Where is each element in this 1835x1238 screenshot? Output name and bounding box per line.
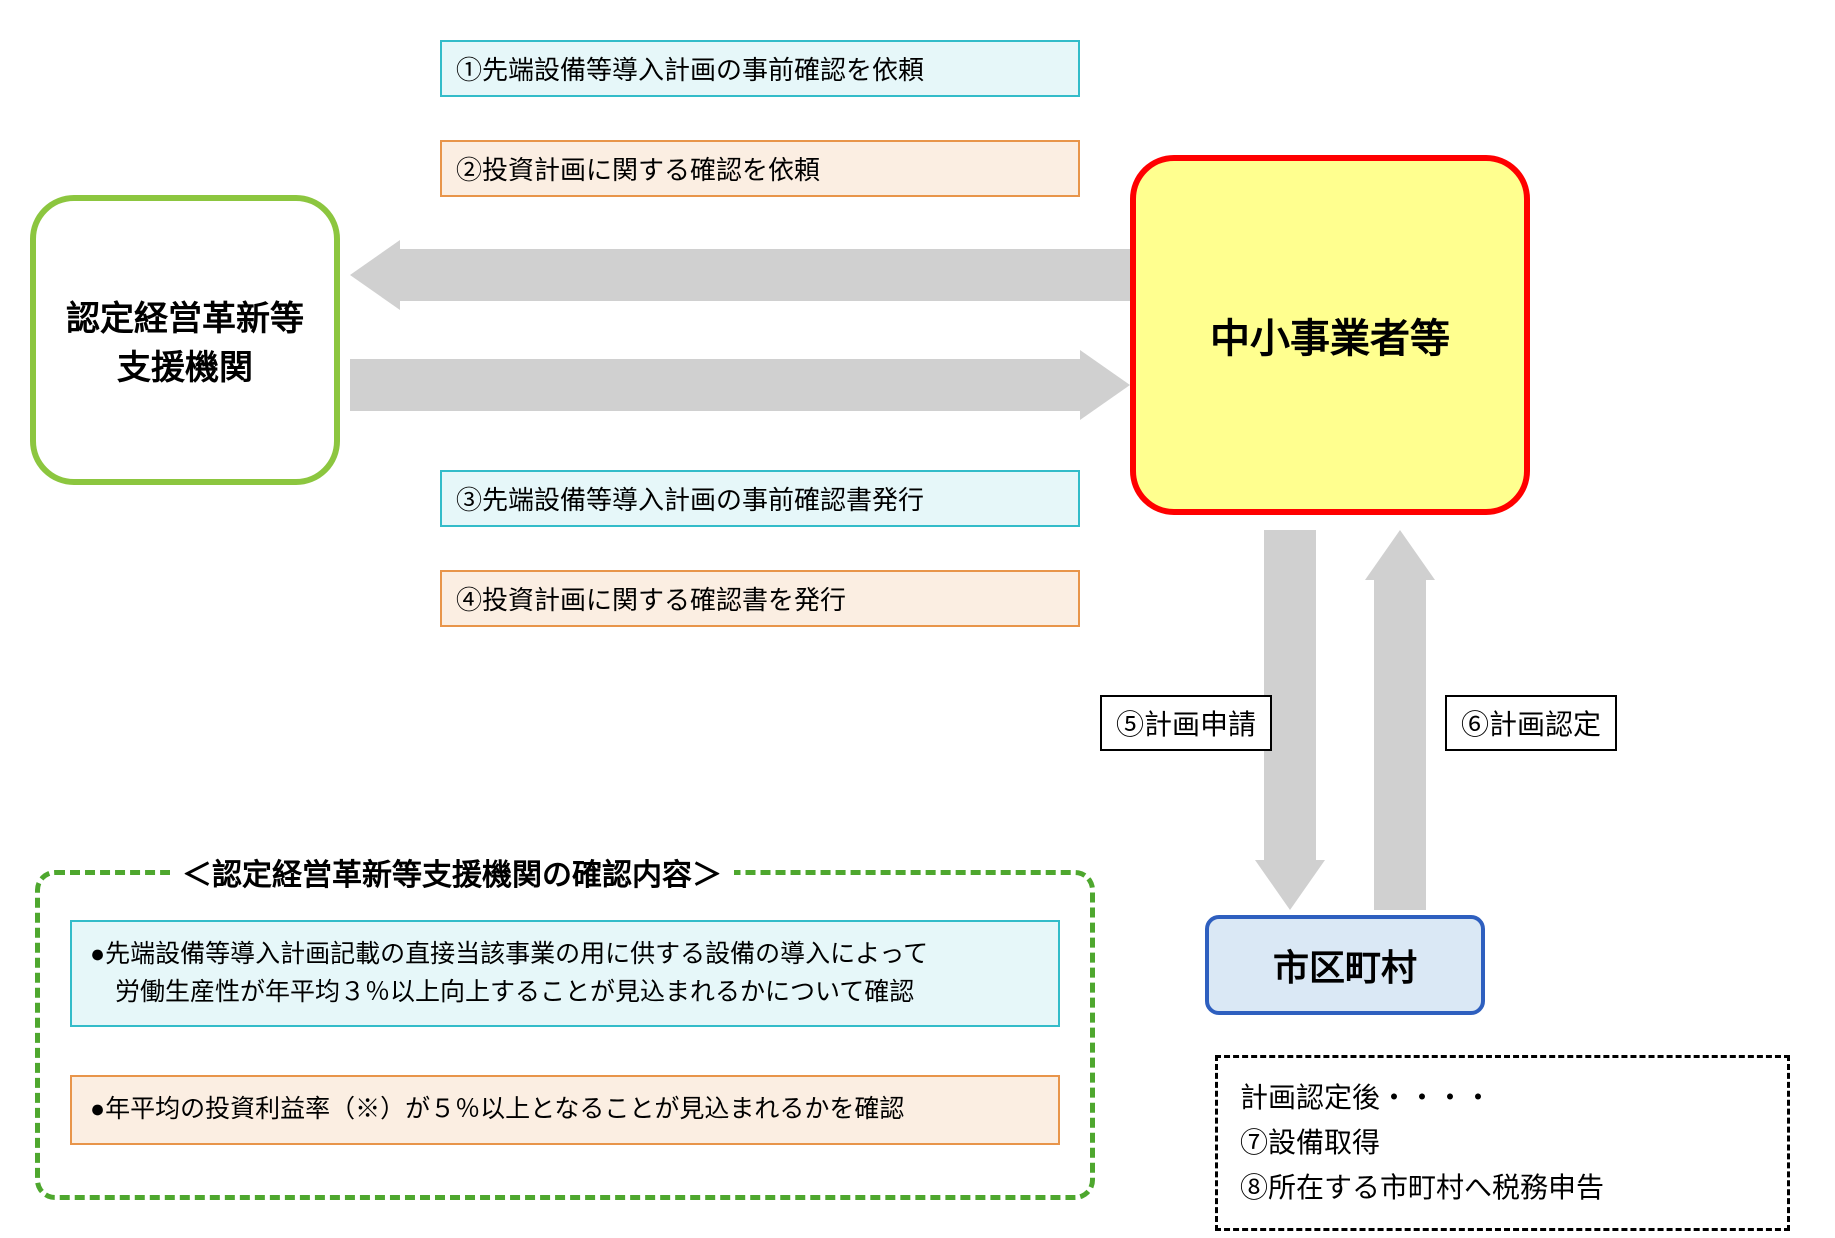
label-step-5: ⑤計画申請 [1100,695,1272,751]
arrow-up [1365,530,1435,910]
label-step-1: ①先端設備等導入計画の事前確認を依頼 [440,40,1080,97]
node-sme: 中小事業者等 [1130,155,1530,515]
confirmation-panel-title: ＜認定経営革新等支援機関の確認内容＞ [170,850,734,894]
node-municipality: 市区町村 [1205,915,1485,1015]
label-step-4: ④投資計画に関する確認書を発行 [440,570,1080,627]
post-approval-box: 計画認定後・・・・ ⑦設備取得 ⑧所在する市町村へ税務申告 [1215,1055,1790,1231]
arrow-right [350,350,1130,420]
label-step-2: ②投資計画に関する確認を依頼 [440,140,1080,197]
label-step-3: ③先端設備等導入計画の事前確認書発行 [440,470,1080,527]
check-item-1: ●先端設備等導入計画記載の直接当該事業の用に供する設備の導入によって 労働生産性… [70,920,1060,1027]
node-support-org: 認定経営革新等 支援機関 [30,195,340,485]
check-item-2: ●年平均の投資利益率（※）が５％以上となることが見込まれるかを確認 [70,1075,1060,1145]
arrow-left [350,240,1130,310]
label-step-6: ⑥計画認定 [1445,695,1617,751]
